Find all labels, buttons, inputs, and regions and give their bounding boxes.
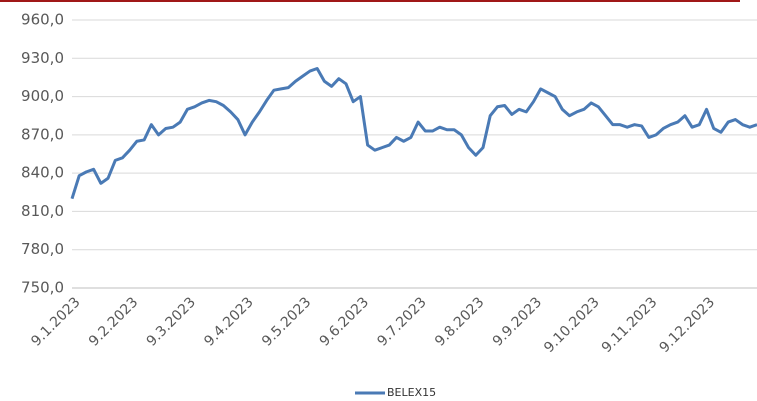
y-tick-label: 810,0 (21, 202, 64, 220)
x-tick-label: 9.3.2023 (144, 294, 199, 349)
x-tick-label: 9.1.2023 (28, 294, 83, 349)
x-tick-label: 9.11.2023 (599, 294, 661, 356)
top-border (0, 0, 740, 2)
y-tick-label: 750,0 (21, 279, 64, 297)
y-tick-label: 780,0 (21, 240, 64, 258)
x-tick-label: 9.6.2023 (317, 294, 372, 349)
x-tick-label: 9.9.2023 (490, 294, 545, 349)
legend-label: BELEX15 (387, 386, 436, 399)
y-tick-label: 870,0 (21, 125, 64, 143)
x-tick-label: 9.12.2023 (656, 294, 718, 356)
x-tick-label: 9.7.2023 (374, 294, 429, 349)
x-tick-label: 9.2.2023 (86, 294, 141, 349)
x-tick-label: 9.4.2023 (201, 294, 256, 349)
x-tick-label: 9.5.2023 (259, 294, 314, 349)
x-tick-label: 9.10.2023 (541, 294, 603, 356)
y-tick-label: 960,0 (21, 11, 64, 29)
y-tick-label: 840,0 (21, 164, 64, 182)
x-tick-label: 9.8.2023 (432, 294, 487, 349)
series-line (70, 67, 757, 200)
y-tick-label: 930,0 (21, 49, 64, 67)
y-tick-label: 900,0 (21, 87, 64, 105)
